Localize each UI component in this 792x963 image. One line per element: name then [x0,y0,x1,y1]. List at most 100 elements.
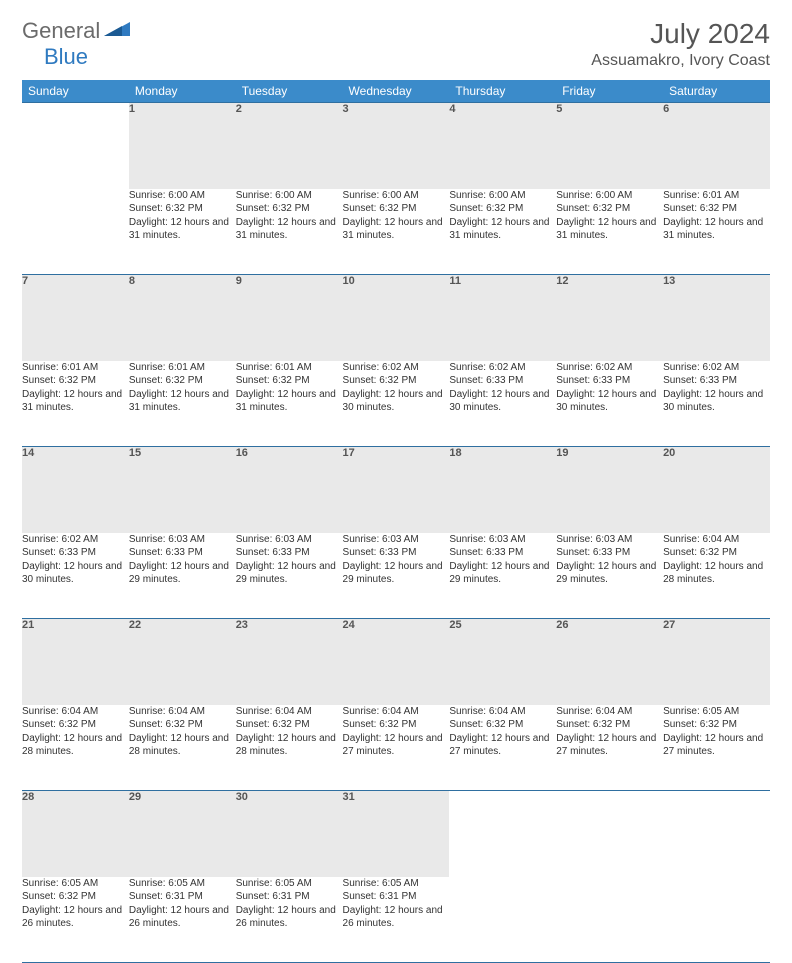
daylight-line: Daylight: 12 hours and 28 minutes. [663,560,770,587]
day-cell: Sunrise: 6:04 AMSunset: 6:32 PMDaylight:… [22,705,129,791]
sunset-line: Sunset: 6:32 PM [556,718,663,732]
daylight-line: Daylight: 12 hours and 28 minutes. [129,732,236,759]
day-cell [663,877,770,963]
day-number: 20 [663,447,770,533]
sunset-line: Sunset: 6:32 PM [236,202,343,216]
sunset-line: Sunset: 6:32 PM [129,202,236,216]
day-content-row: Sunrise: 6:04 AMSunset: 6:32 PMDaylight:… [22,705,770,791]
day-number: 7 [22,275,129,361]
location: Assuamakro, Ivory Coast [591,52,770,70]
sunset-line: Sunset: 6:32 PM [22,718,129,732]
sunrise-line: Sunrise: 6:04 AM [556,705,663,719]
day-cell: Sunrise: 6:00 AMSunset: 6:32 PMDaylight:… [129,189,236,275]
day-number: 29 [129,791,236,877]
day-number: 15 [129,447,236,533]
sunrise-line: Sunrise: 6:05 AM [343,877,450,891]
sunrise-line: Sunrise: 6:01 AM [663,189,770,203]
sunrise-line: Sunrise: 6:03 AM [129,533,236,547]
day-cell: Sunrise: 6:01 AMSunset: 6:32 PMDaylight:… [236,361,343,447]
day-cell: Sunrise: 6:01 AMSunset: 6:32 PMDaylight:… [129,361,236,447]
sunset-line: Sunset: 6:33 PM [556,546,663,560]
day-cell: Sunrise: 6:00 AMSunset: 6:32 PMDaylight:… [236,189,343,275]
day-cell: Sunrise: 6:03 AMSunset: 6:33 PMDaylight:… [129,533,236,619]
sunset-line: Sunset: 6:32 PM [556,202,663,216]
day-number: 11 [449,275,556,361]
daylight-line: Daylight: 12 hours and 31 minutes. [22,388,129,415]
day-number-row: 123456 [22,103,770,189]
sunrise-line: Sunrise: 6:03 AM [449,533,556,547]
day-number: 8 [129,275,236,361]
sunset-line: Sunset: 6:32 PM [449,202,556,216]
sunset-line: Sunset: 6:31 PM [129,890,236,904]
day-number: 5 [556,103,663,189]
daylight-line: Daylight: 12 hours and 27 minutes. [663,732,770,759]
day-cell: Sunrise: 6:01 AMSunset: 6:32 PMDaylight:… [663,189,770,275]
day-cell: Sunrise: 6:04 AMSunset: 6:32 PMDaylight:… [129,705,236,791]
day-cell: Sunrise: 6:00 AMSunset: 6:32 PMDaylight:… [556,189,663,275]
sunset-line: Sunset: 6:33 PM [449,546,556,560]
daylight-line: Daylight: 12 hours and 30 minutes. [449,388,556,415]
day-cell [22,189,129,275]
day-header: Sunday [22,80,129,103]
sunrise-line: Sunrise: 6:01 AM [129,361,236,375]
daylight-line: Daylight: 12 hours and 29 minutes. [343,560,450,587]
daylight-line: Daylight: 12 hours and 31 minutes. [236,388,343,415]
day-header: Monday [129,80,236,103]
day-number: 22 [129,619,236,705]
daylight-line: Daylight: 12 hours and 27 minutes. [343,732,450,759]
day-number: 9 [236,275,343,361]
day-cell: Sunrise: 6:04 AMSunset: 6:32 PMDaylight:… [449,705,556,791]
day-cell: Sunrise: 6:02 AMSunset: 6:33 PMDaylight:… [22,533,129,619]
day-cell: Sunrise: 6:05 AMSunset: 6:31 PMDaylight:… [236,877,343,963]
logo-triangle-icon [104,20,130,43]
day-number: 27 [663,619,770,705]
sunset-line: Sunset: 6:32 PM [663,718,770,732]
day-header: Saturday [663,80,770,103]
day-cell: Sunrise: 6:02 AMSunset: 6:32 PMDaylight:… [343,361,450,447]
title-block: July 2024 Assuamakro, Ivory Coast [591,18,770,70]
daylight-line: Daylight: 12 hours and 29 minutes. [449,560,556,587]
calendar-table: Sunday Monday Tuesday Wednesday Thursday… [22,80,770,963]
header: General July 2024 Assuamakro, Ivory Coas… [22,18,770,70]
sunrise-line: Sunrise: 6:01 AM [22,361,129,375]
daylight-line: Daylight: 12 hours and 29 minutes. [556,560,663,587]
daylight-line: Daylight: 12 hours and 31 minutes. [129,388,236,415]
sunset-line: Sunset: 6:31 PM [343,890,450,904]
day-number-row: 28293031 [22,791,770,877]
sunrise-line: Sunrise: 6:05 AM [236,877,343,891]
day-cell [449,877,556,963]
day-number: 21 [22,619,129,705]
sunset-line: Sunset: 6:32 PM [663,202,770,216]
day-content-row: Sunrise: 6:02 AMSunset: 6:33 PMDaylight:… [22,533,770,619]
sunrise-line: Sunrise: 6:05 AM [129,877,236,891]
day-cell: Sunrise: 6:03 AMSunset: 6:33 PMDaylight:… [449,533,556,619]
logo-word2: Blue [44,44,88,70]
sunset-line: Sunset: 6:32 PM [236,374,343,388]
day-header: Wednesday [343,80,450,103]
sunrise-line: Sunrise: 6:00 AM [129,189,236,203]
daylight-line: Daylight: 12 hours and 27 minutes. [449,732,556,759]
sunset-line: Sunset: 6:32 PM [343,202,450,216]
sunrise-line: Sunrise: 6:04 AM [236,705,343,719]
sunset-line: Sunset: 6:32 PM [22,374,129,388]
sunset-line: Sunset: 6:32 PM [343,718,450,732]
day-number [663,791,770,877]
day-number: 25 [449,619,556,705]
sunset-line: Sunset: 6:33 PM [129,546,236,560]
day-number: 12 [556,275,663,361]
day-number: 24 [343,619,450,705]
day-number: 30 [236,791,343,877]
sunrise-line: Sunrise: 6:03 AM [343,533,450,547]
sunset-line: Sunset: 6:32 PM [663,546,770,560]
sunset-line: Sunset: 6:33 PM [343,546,450,560]
sunrise-line: Sunrise: 6:04 AM [343,705,450,719]
day-number: 10 [343,275,450,361]
day-number: 6 [663,103,770,189]
day-cell: Sunrise: 6:00 AMSunset: 6:32 PMDaylight:… [343,189,450,275]
day-number: 1 [129,103,236,189]
sunrise-line: Sunrise: 6:00 AM [236,189,343,203]
sunset-line: Sunset: 6:32 PM [343,374,450,388]
day-cell: Sunrise: 6:05 AMSunset: 6:32 PMDaylight:… [22,877,129,963]
daylight-line: Daylight: 12 hours and 27 minutes. [556,732,663,759]
daylight-line: Daylight: 12 hours and 31 minutes. [663,216,770,243]
